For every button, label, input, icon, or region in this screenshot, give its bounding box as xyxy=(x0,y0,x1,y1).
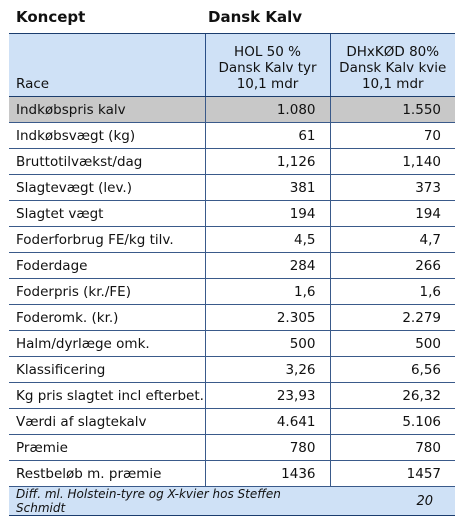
header-line: Dansk Kalv kvie xyxy=(339,60,447,76)
value-dhxkod: 70 xyxy=(329,122,455,149)
value-dhxkod: 26,32 xyxy=(329,382,455,409)
column-header-hol: HOL 50 % Dansk Kalv tyr 10,1 mdr xyxy=(204,33,330,97)
row-label: Foderforbrug FE/kg tilv. xyxy=(9,226,205,253)
table-row: Restbeløb m. præmie 1436 1457 xyxy=(9,460,455,487)
row-label: Restbeløb m. præmie xyxy=(9,460,205,487)
row-label: Foderdage xyxy=(9,252,205,279)
value-dhxkod: 266 xyxy=(329,252,455,279)
footer-caption: Diff. ml. Holstein-tyre og X-kvier hos S… xyxy=(9,486,330,516)
value-hol: 500 xyxy=(204,330,330,357)
table-row: Halm/dyrlæge omk. 500 500 xyxy=(9,330,455,357)
value-hol: 1,126 xyxy=(204,148,330,175)
concept-title: Dansk Kalv xyxy=(208,8,303,26)
value-dhxkod: 2.279 xyxy=(329,304,455,331)
row-label: Halm/dyrlæge omk. xyxy=(9,330,205,357)
value-hol: 1.080 xyxy=(204,96,330,123)
footer-difference: 20 xyxy=(330,486,455,516)
table-row: Slagtet vægt 194 194 xyxy=(9,200,455,227)
value-dhxkod: 500 xyxy=(329,330,455,357)
row-label: Foderomk. (kr.) xyxy=(9,304,205,331)
value-hol: 1436 xyxy=(204,460,330,487)
value-hol: 61 xyxy=(204,122,330,149)
value-dhxkod: 373 xyxy=(329,174,455,201)
table-row: Foderforbrug FE/kg tilv. 4,5 4,7 xyxy=(9,226,455,253)
table-row: Præmie 780 780 xyxy=(9,434,455,461)
row-label: Klassificering xyxy=(9,356,205,383)
race-header: Race xyxy=(9,33,205,97)
table-row: Indkøbspris kalv 1.080 1.550 xyxy=(9,96,455,123)
value-dhxkod: 1.550 xyxy=(329,96,455,123)
table-row: Indkøbsvægt (kg) 61 70 xyxy=(9,122,455,149)
value-dhxkod: 5.106 xyxy=(329,408,455,435)
table-row: Foderdage 284 266 xyxy=(9,252,455,279)
row-label: Foderpris (kr./FE) xyxy=(9,278,205,305)
header-line: 10,1 mdr xyxy=(236,76,299,92)
row-label: Slagtet vægt xyxy=(9,200,205,227)
value-hol: 194 xyxy=(204,200,330,227)
value-dhxkod: 1,6 xyxy=(329,278,455,305)
title-bar: Koncept Dansk Kalv xyxy=(0,0,464,32)
value-hol: 4.641 xyxy=(204,408,330,435)
header-line: 10,1 mdr xyxy=(361,76,424,92)
header-row: Race HOL 50 % Dansk Kalv tyr 10,1 mdr DH… xyxy=(9,33,455,97)
value-hol: 1,6 xyxy=(204,278,330,305)
value-hol: 780 xyxy=(204,434,330,461)
row-label: Præmie xyxy=(9,434,205,461)
value-hol: 381 xyxy=(204,174,330,201)
table-row: Foderomk. (kr.) 2.305 2.279 xyxy=(9,304,455,331)
row-label: Bruttotilvækst/dag xyxy=(9,148,205,175)
value-hol: 3,26 xyxy=(204,356,330,383)
footer-row: Diff. ml. Holstein-tyre og X-kvier hos S… xyxy=(9,486,455,516)
header-line: HOL 50 % xyxy=(234,44,301,60)
row-label: Kg pris slagtet incl efterbet. xyxy=(9,382,205,409)
comparison-table: Race HOL 50 % Dansk Kalv tyr 10,1 mdr DH… xyxy=(9,33,455,516)
header-line: DHxKØD 80% xyxy=(346,44,440,60)
value-dhxkod: 194 xyxy=(329,200,455,227)
value-dhxkod: 6,56 xyxy=(329,356,455,383)
value-dhxkod: 780 xyxy=(329,434,455,461)
header-line: Dansk Kalv tyr xyxy=(218,60,317,76)
table-row: Bruttotilvækst/dag 1,126 1,140 xyxy=(9,148,455,175)
row-label: Værdi af slagtekalv xyxy=(9,408,205,435)
table-row: Foderpris (kr./FE) 1,6 1,6 xyxy=(9,278,455,305)
value-dhxkod: 1457 xyxy=(329,460,455,487)
row-label: Indkøbspris kalv xyxy=(9,96,205,123)
table-row: Klassificering 3,26 6,56 xyxy=(9,356,455,383)
column-header-dhxkod: DHxKØD 80% Dansk Kalv kvie 10,1 mdr xyxy=(329,33,455,97)
table-row: Værdi af slagtekalv 4.641 5.106 xyxy=(9,408,455,435)
row-label: Slagtevægt (lev.) xyxy=(9,174,205,201)
koncept-label: Koncept xyxy=(16,8,86,26)
value-hol: 284 xyxy=(204,252,330,279)
value-dhxkod: 1,140 xyxy=(329,148,455,175)
value-dhxkod: 4,7 xyxy=(329,226,455,253)
table-row: Slagtevægt (lev.) 381 373 xyxy=(9,174,455,201)
value-hol: 2.305 xyxy=(204,304,330,331)
row-label: Indkøbsvægt (kg) xyxy=(9,122,205,149)
value-hol: 4,5 xyxy=(204,226,330,253)
value-hol: 23,93 xyxy=(204,382,330,409)
table-row: Kg pris slagtet incl efterbet. 23,93 26,32 xyxy=(9,382,455,409)
